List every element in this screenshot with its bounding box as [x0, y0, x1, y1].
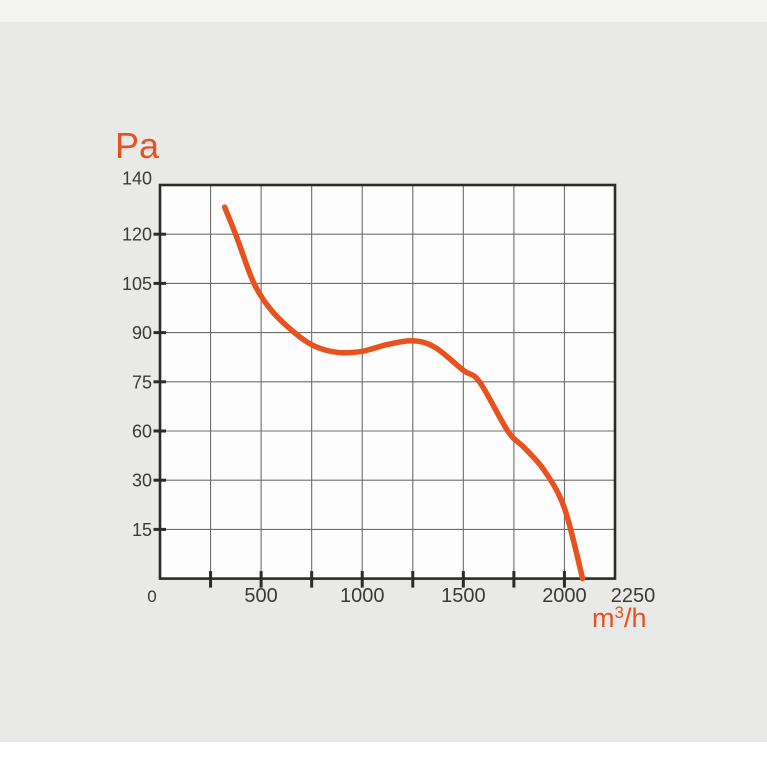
y-tick-label: 15	[132, 520, 152, 540]
x-tick-label: 500	[244, 585, 277, 607]
y-tick-label: 120	[122, 225, 152, 245]
x-unit-superscript: 3	[614, 603, 624, 622]
x-tick-label: 2250	[611, 585, 656, 607]
y-tick-label: 105	[122, 274, 152, 294]
bottom-band	[0, 742, 767, 767]
x-tick-label: 1000	[340, 585, 385, 607]
y-tick-label: 60	[132, 422, 152, 442]
y-tick-label: 30	[132, 471, 152, 491]
y-tick-label: 75	[132, 372, 152, 392]
x-tick-label: 0	[147, 587, 156, 606]
y-tick-label: 140	[122, 169, 152, 189]
x-axis-unit-label: m3/h	[592, 603, 647, 634]
y-axis-unit-label: Pa	[115, 125, 160, 166]
y-tick-label: 90	[132, 323, 152, 343]
x-unit-rest: /h	[623, 603, 647, 633]
x-tick-label: 2000	[542, 585, 587, 607]
x-tick-label: 1500	[441, 585, 486, 607]
x-unit-base: m	[592, 603, 615, 633]
series-curve-pressure-vs-airflow	[221, 204, 586, 582]
top-band	[0, 0, 767, 22]
